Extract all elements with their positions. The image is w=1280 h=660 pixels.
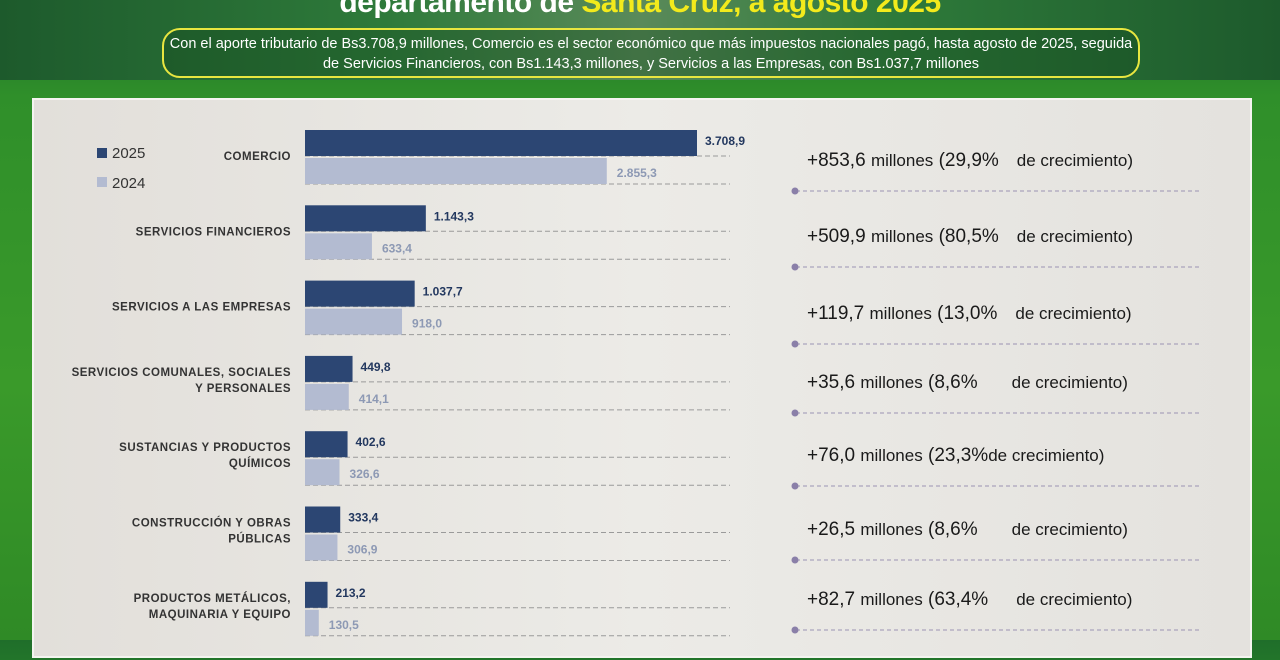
growth-pct: (8,6% [928, 519, 978, 540]
growth-text: +26,5 millones (8,6% de crecimiento) [807, 519, 1128, 541]
bar-2024 [305, 233, 372, 260]
growth-pct: (29,9% [938, 150, 999, 171]
bar-2024 [305, 158, 607, 184]
growth-text: +76,0 millones (23,3%de crecimiento) [807, 445, 1104, 467]
growth-unit: millones [860, 446, 923, 465]
bullet-dot [791, 187, 799, 195]
growth-text: +35,6 millones (8,6% de crecimiento) [807, 372, 1128, 394]
bar-chart: 2025 2024 COMERCIO 3.708,9 2.855,3 SERVICIOS … [72, 130, 1202, 637]
growth-pct: (23,3% [928, 445, 989, 466]
category-label: SERVICIOS COMUNALES, SOCIALES [72, 367, 291, 379]
category-label: PÚBLICAS [228, 533, 291, 546]
bar-2024 [305, 609, 319, 636]
category-label: MAQUINARIA Y EQUIPO [149, 609, 291, 621]
legend-label-2024: 2024 [112, 175, 145, 192]
growth-amount: +35,6 [807, 372, 856, 393]
growth-unit: millones [870, 151, 934, 170]
growth-tail: de crecimiento) [988, 446, 1105, 465]
growth-text: +119,7 millones (13,0% de crecimiento) [807, 303, 1132, 325]
bar-2025 [305, 431, 348, 458]
data-label-2025: 3.708,9 [705, 134, 745, 148]
growth-unit: millones [869, 304, 932, 323]
bar-2024 [305, 383, 349, 410]
bar-2024 [305, 534, 338, 561]
bar-2025 [305, 205, 426, 232]
growth-unit: millones [860, 373, 923, 392]
bullet-dot [791, 409, 799, 417]
bullet-dot [791, 340, 799, 348]
category-label: CONSTRUCCIÓN Y OBRAS [132, 517, 291, 530]
legend-label-2025: 2025 [112, 145, 145, 162]
data-label-2025: 213,2 [336, 586, 366, 600]
data-label-2024: 918,0 [412, 317, 442, 331]
bar-2024 [305, 459, 340, 486]
growth-tail: de crecimiento) [1015, 304, 1132, 323]
category-label: COMERCIO [224, 151, 291, 163]
growth-amount: +82,7 [807, 589, 856, 610]
growth-unit: millones [870, 227, 934, 246]
growth-tail: de crecimiento) [1016, 590, 1133, 609]
title-text: departamento de [339, 0, 582, 19]
growth-pct: (13,0% [937, 303, 998, 324]
category-label: SUSTANCIAS Y PRODUCTOS [119, 442, 291, 454]
bar-2025 [305, 130, 697, 156]
data-label-2024: 633,4 [382, 241, 412, 255]
chart-card: 2025 2024 COMERCIO 3.708,9 2.855,3 SERVICIOS … [32, 98, 1252, 658]
category-label: Y PERSONALES [195, 383, 291, 395]
data-label-2025: 449,8 [361, 360, 391, 374]
bullet-dot [791, 263, 799, 271]
category-label: SERVICIOS FINANCIEROS [136, 226, 291, 238]
data-label-2025: 333,4 [348, 511, 378, 525]
growth-tail: de crecimiento) [1016, 151, 1133, 170]
data-label-2024: 306,9 [347, 543, 377, 557]
growth-amount: +76,0 [807, 445, 856, 466]
category-label: PRODUCTOS METÁLICOS, [134, 592, 291, 605]
header-banner: departamento de Santa Cruz, a agosto 202… [0, 0, 1280, 80]
bullet-dot [791, 482, 799, 490]
growth-tail: de crecimiento) [1011, 373, 1128, 392]
growth-unit: millones [860, 520, 923, 539]
growth-pct: (8,6% [928, 372, 978, 393]
growth-text: +509,9 millones (80,5% de crecimiento) [807, 226, 1133, 248]
growth-pct: (80,5% [938, 226, 999, 247]
bullet-dot [791, 626, 799, 634]
growth-amount: +119,7 [807, 303, 865, 324]
data-label-2024: 326,6 [350, 467, 380, 481]
bar-2025 [305, 355, 353, 382]
bar-2024 [305, 308, 403, 335]
bar-2025 [305, 506, 341, 533]
page-title: departamento de Santa Cruz, a agosto 202… [0, 0, 1280, 20]
growth-amount: +853,6 [807, 150, 866, 171]
data-label-2025: 1.143,3 [434, 209, 474, 223]
growth-amount: +26,5 [807, 519, 856, 540]
data-label-2025: 402,6 [356, 435, 386, 449]
data-label-2024: 414,1 [359, 392, 389, 406]
legend-swatch-2024 [97, 177, 107, 187]
growth-pct: (63,4% [928, 589, 989, 610]
growth-unit: millones [860, 590, 923, 609]
title-highlight: Santa Cruz, a agosto 2025 [581, 0, 941, 19]
bar-2025 [305, 581, 328, 608]
growth-text: +853,6 millones (29,9% de crecimiento) [807, 150, 1133, 172]
legend-swatch-2025 [97, 148, 107, 158]
subtitle-box: Con el aporte tributario de Bs3.708,9 mi… [162, 28, 1140, 78]
growth-tail: de crecimiento) [1016, 227, 1133, 246]
bar-2025 [305, 280, 415, 307]
growth-amount: +509,9 [807, 226, 866, 247]
bullet-dot [791, 556, 799, 564]
data-label-2025: 1.037,7 [423, 285, 463, 299]
category-label: SERVICIOS A LAS EMPRESAS [112, 302, 291, 314]
growth-tail: de crecimiento) [1011, 520, 1128, 539]
growth-text: +82,7 millones (63,4% de crecimiento) [807, 589, 1132, 611]
data-label-2024: 2.855,3 [617, 166, 657, 180]
data-label-2024: 130,5 [329, 618, 359, 632]
category-label: QUÍMICOS [229, 457, 291, 470]
